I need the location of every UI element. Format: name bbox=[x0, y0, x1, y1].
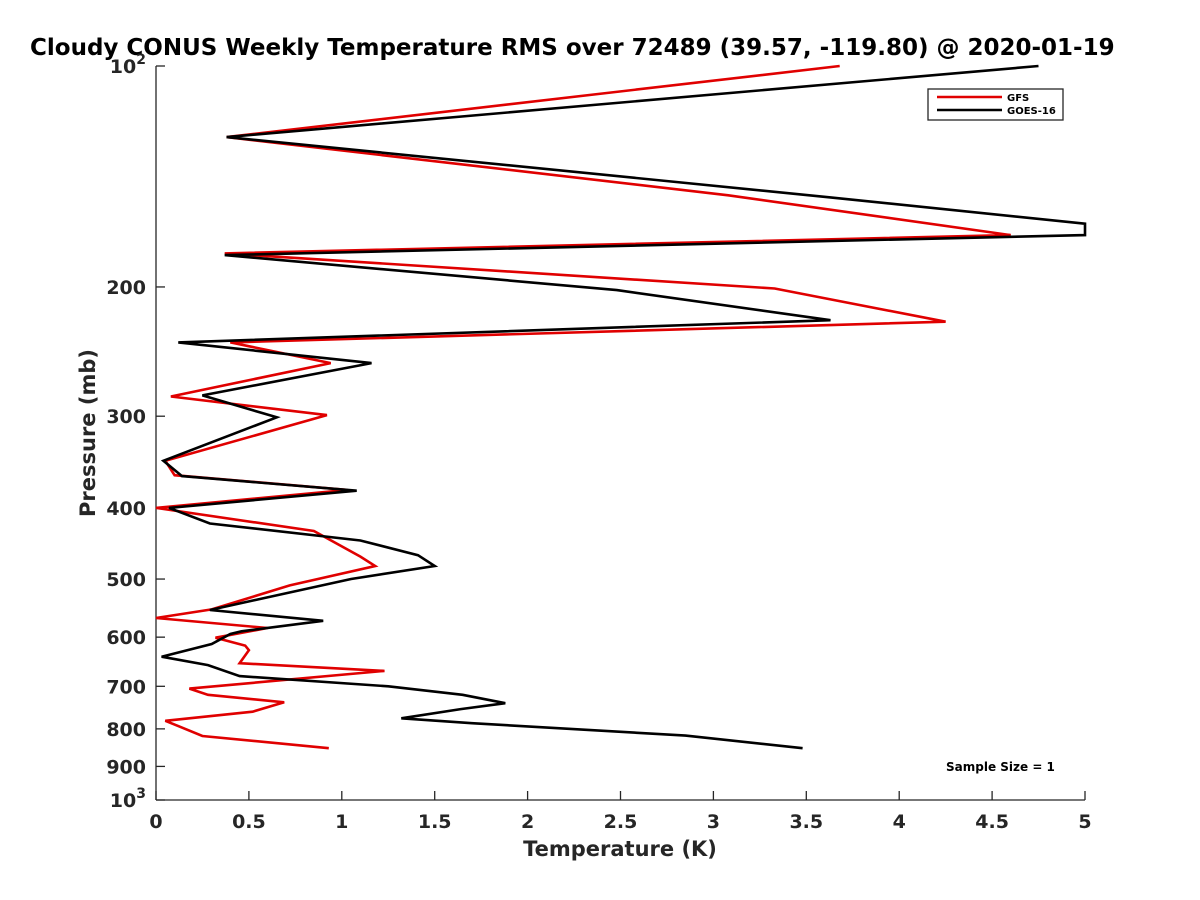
x-tick-label: 4 bbox=[893, 811, 906, 833]
y-tick-label: 900 bbox=[106, 756, 146, 778]
series-lines bbox=[155, 64, 1087, 750]
y-tick-label: 500 bbox=[106, 569, 146, 591]
sample-size-annotation: Sample Size = 1 bbox=[946, 760, 1055, 774]
x-tick-label: 2.5 bbox=[604, 811, 638, 833]
x-tick-label: 0 bbox=[149, 811, 162, 833]
chart-title: Cloudy CONUS Weekly Temperature RMS over… bbox=[30, 35, 1115, 61]
y-tick-label: 700 bbox=[106, 676, 146, 698]
x-tick-label: 2 bbox=[521, 811, 534, 833]
x-tick-label: 1 bbox=[335, 811, 348, 833]
x-tick-label: 3.5 bbox=[789, 811, 823, 833]
legend-label-gfs: GFS bbox=[1007, 93, 1029, 104]
y-tick-label: 103 bbox=[110, 786, 146, 812]
legend-box bbox=[927, 88, 1064, 121]
legend-label-goes16: GOES-16 bbox=[1007, 106, 1056, 117]
series-line-goes-16 bbox=[160, 64, 1087, 750]
y-axis-label: Pressure (mb) bbox=[76, 349, 100, 517]
x-tick-label: 3 bbox=[707, 811, 720, 833]
x-ticks: 0 0.5 1 1.5 2 2.5 3 3.5 4 4.5 5 bbox=[149, 791, 1092, 833]
y-ticks: 102 200 300 400 500 600 700 800 900 103 bbox=[106, 52, 165, 812]
x-tick-label: 4.5 bbox=[975, 811, 1009, 833]
y-tick-label: 400 bbox=[106, 498, 146, 520]
y-tick-label: 300 bbox=[106, 406, 146, 428]
x-tick-label: 0.5 bbox=[232, 811, 266, 833]
x-tick-label: 5 bbox=[1078, 811, 1091, 833]
y-tick-label: 200 bbox=[106, 277, 146, 299]
x-axis-label: Temperature (K) bbox=[523, 837, 717, 861]
legend: GFS GOES-16 bbox=[927, 88, 1064, 121]
x-tick-label: 1.5 bbox=[418, 811, 452, 833]
series-line-gfs bbox=[155, 64, 1011, 750]
y-tick-label: 800 bbox=[106, 719, 146, 741]
y-tick-label: 600 bbox=[106, 627, 146, 649]
y-tick-label: 102 bbox=[110, 52, 146, 78]
